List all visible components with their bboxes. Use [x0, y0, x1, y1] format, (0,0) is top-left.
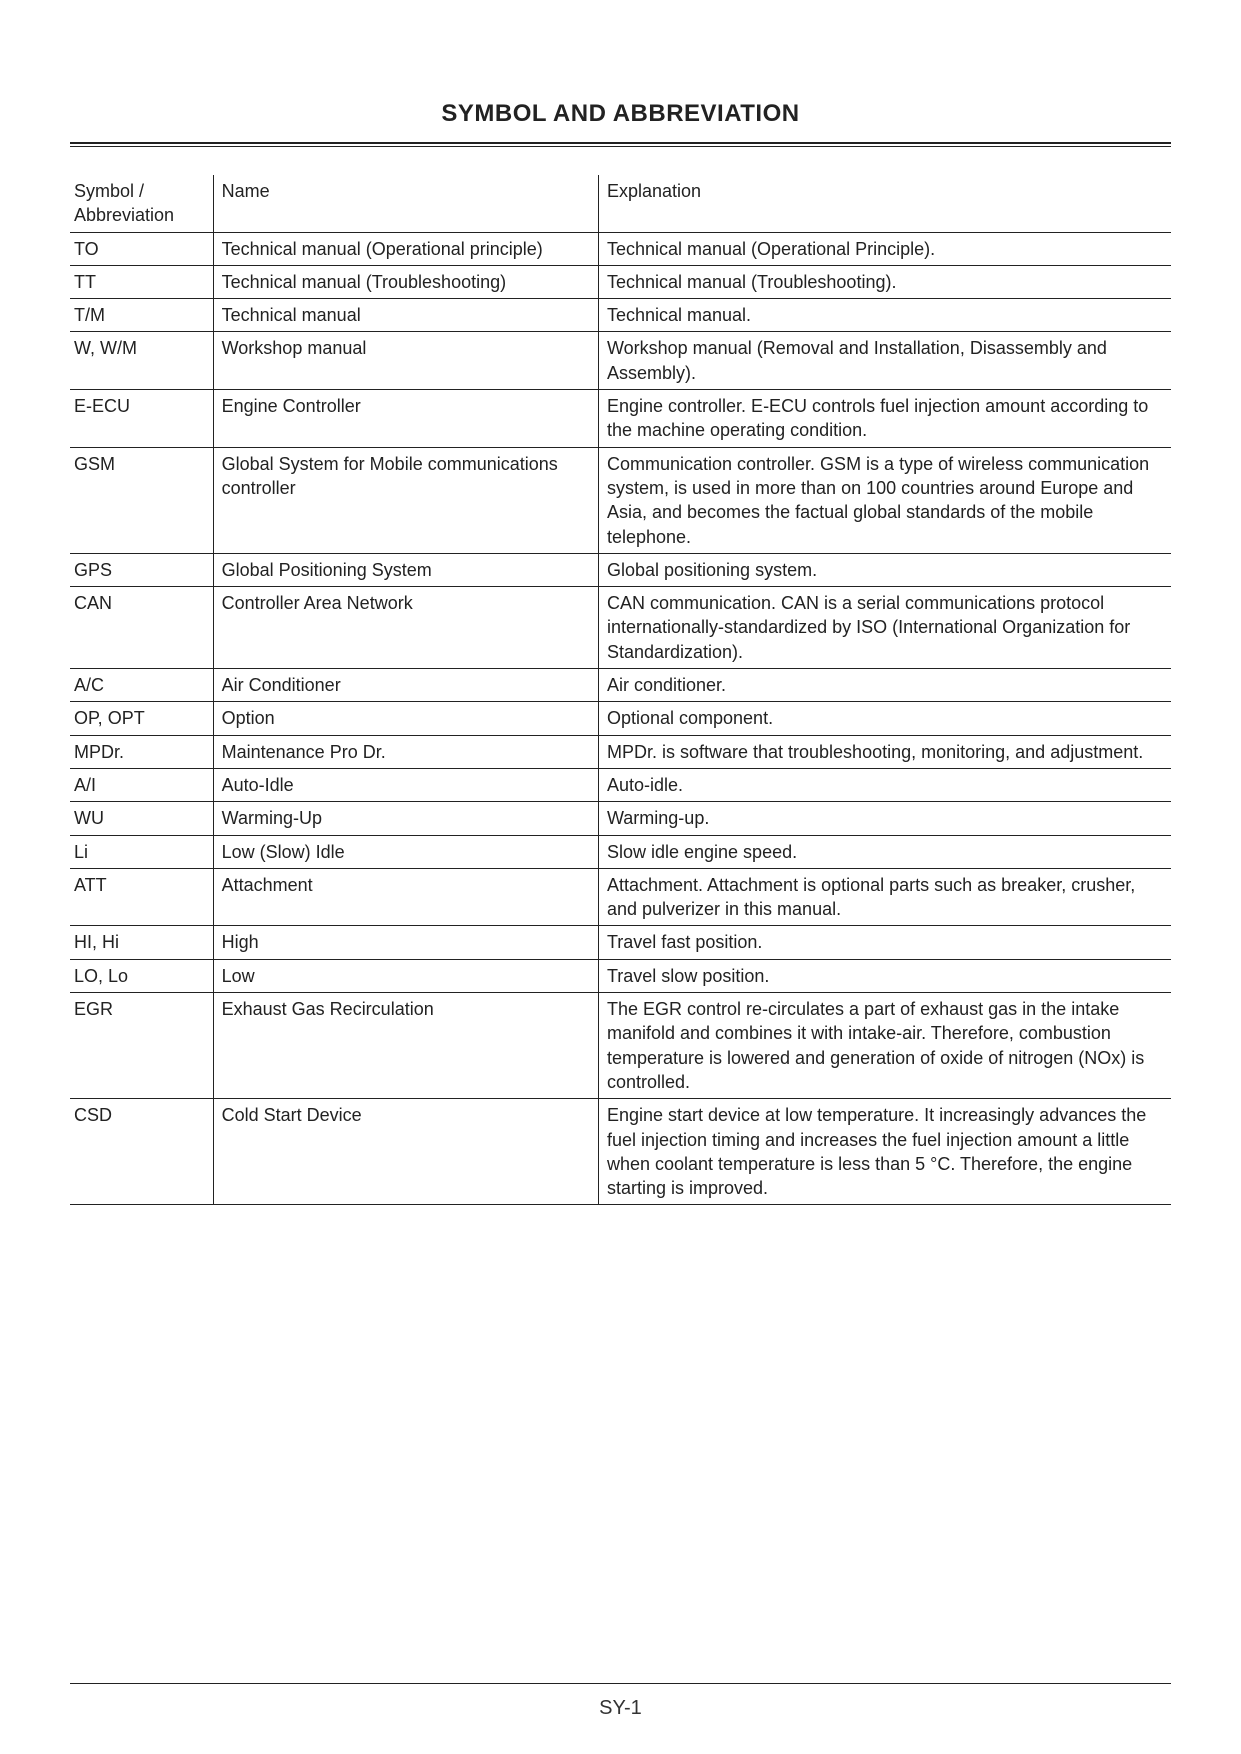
cell-explanation: Auto-idle. — [598, 768, 1171, 801]
cell-explanation: Slow idle engine speed. — [598, 835, 1171, 868]
col-header-explanation: Explanation — [598, 175, 1171, 232]
cell-explanation: Technical manual (Troubleshooting). — [598, 265, 1171, 298]
cell-name: Technical manual (Troubleshooting) — [213, 265, 598, 298]
cell-name: Warming-Up — [213, 802, 598, 835]
cell-name: Air Conditioner — [213, 669, 598, 702]
cell-explanation: Optional component. — [598, 702, 1171, 735]
table-row: LO, LoLowTravel slow position. — [70, 959, 1171, 992]
cell-symbol: HI, Hi — [70, 926, 213, 959]
cell-name: Controller Area Network — [213, 587, 598, 669]
cell-name: Workshop manual — [213, 332, 598, 390]
table-row: MPDr.Maintenance Pro Dr.MPDr. is softwar… — [70, 735, 1171, 768]
table-row: WUWarming-UpWarming-up. — [70, 802, 1171, 835]
cell-name: Technical manual (Operational principle) — [213, 232, 598, 265]
table-row: CSDCold Start DeviceEngine start device … — [70, 1099, 1171, 1205]
cell-name: Low — [213, 959, 598, 992]
cell-symbol: T/M — [70, 299, 213, 332]
cell-name: Global Positioning System — [213, 553, 598, 586]
cell-explanation: Engine start device at low temperature. … — [598, 1099, 1171, 1205]
cell-name: Technical manual — [213, 299, 598, 332]
cell-explanation: Warming-up. — [598, 802, 1171, 835]
cell-explanation: Technical manual. — [598, 299, 1171, 332]
table-row: HI, HiHighTravel fast position. — [70, 926, 1171, 959]
cell-explanation: Communication controller. GSM is a type … — [598, 447, 1171, 553]
cell-symbol: GPS — [70, 553, 213, 586]
cell-name: Cold Start Device — [213, 1099, 598, 1205]
table-row: CANController Area NetworkCAN communicat… — [70, 587, 1171, 669]
col-header-symbol: Symbol / Abbreviation — [70, 175, 213, 232]
abbreviation-table: Symbol / Abbreviation Name Explanation T… — [70, 175, 1171, 1205]
cell-explanation: Workshop manual (Removal and Installatio… — [598, 332, 1171, 390]
cell-name: Maintenance Pro Dr. — [213, 735, 598, 768]
cell-symbol: LO, Lo — [70, 959, 213, 992]
table-row: GSMGlobal System for Mobile communicatio… — [70, 447, 1171, 553]
cell-name: Auto-Idle — [213, 768, 598, 801]
page-number: SY-1 — [0, 1697, 1241, 1720]
cell-symbol: CAN — [70, 587, 213, 669]
table-row: A/IAuto-IdleAuto-idle. — [70, 768, 1171, 801]
cell-symbol: WU — [70, 802, 213, 835]
cell-symbol: A/I — [70, 768, 213, 801]
cell-name: Exhaust Gas Recirculation — [213, 993, 598, 1099]
cell-explanation: CAN communication. CAN is a serial commu… — [598, 587, 1171, 669]
table-row: T/MTechnical manualTechnical manual. — [70, 299, 1171, 332]
cell-explanation: Travel slow position. — [598, 959, 1171, 992]
cell-name: Option — [213, 702, 598, 735]
cell-symbol: ATT — [70, 868, 213, 926]
cell-explanation: Engine controller. E-ECU controls fuel i… — [598, 390, 1171, 448]
table-row: TOTechnical manual (Operational principl… — [70, 232, 1171, 265]
page-title: SYMBOL AND ABBREVIATION — [70, 100, 1171, 128]
page: SYMBOL AND ABBREVIATION Symbol / Abbrevi… — [0, 0, 1241, 1754]
cell-symbol: TO — [70, 232, 213, 265]
cell-name: Global System for Mobile communications … — [213, 447, 598, 553]
cell-symbol: Li — [70, 835, 213, 868]
cell-name: Engine Controller — [213, 390, 598, 448]
table-row: EGRExhaust Gas RecirculationThe EGR cont… — [70, 993, 1171, 1099]
table-row: TTTechnical manual (Troubleshooting)Tech… — [70, 265, 1171, 298]
cell-explanation: The EGR control re-circulates a part of … — [598, 993, 1171, 1099]
footer-rule — [70, 1683, 1171, 1684]
cell-symbol: CSD — [70, 1099, 213, 1205]
cell-name: Attachment — [213, 868, 598, 926]
cell-symbol: TT — [70, 265, 213, 298]
cell-symbol: W, W/M — [70, 332, 213, 390]
cell-explanation: Global positioning system. — [598, 553, 1171, 586]
cell-explanation: Air conditioner. — [598, 669, 1171, 702]
table-row: GPSGlobal Positioning SystemGlobal posit… — [70, 553, 1171, 586]
cell-explanation: MPDr. is software that troubleshooting, … — [598, 735, 1171, 768]
cell-explanation: Travel fast position. — [598, 926, 1171, 959]
cell-symbol: GSM — [70, 447, 213, 553]
cell-name: Low (Slow) Idle — [213, 835, 598, 868]
table-row: E-ECUEngine ControllerEngine controller.… — [70, 390, 1171, 448]
table-header-row: Symbol / Abbreviation Name Explanation — [70, 175, 1171, 232]
table-row: A/CAir ConditionerAir conditioner. — [70, 669, 1171, 702]
table-row: OP, OPTOptionOptional component. — [70, 702, 1171, 735]
col-header-name: Name — [213, 175, 598, 232]
cell-name: High — [213, 926, 598, 959]
cell-symbol: OP, OPT — [70, 702, 213, 735]
title-rule — [70, 142, 1171, 147]
table-row: W, W/MWorkshop manualWorkshop manual (Re… — [70, 332, 1171, 390]
cell-symbol: MPDr. — [70, 735, 213, 768]
table-row: ATTAttachmentAttachment. Attachment is o… — [70, 868, 1171, 926]
cell-symbol: A/C — [70, 669, 213, 702]
table-row: LiLow (Slow) IdleSlow idle engine speed. — [70, 835, 1171, 868]
cell-symbol: EGR — [70, 993, 213, 1099]
cell-symbol: E-ECU — [70, 390, 213, 448]
cell-explanation: Technical manual (Operational Principle)… — [598, 232, 1171, 265]
cell-explanation: Attachment. Attachment is optional parts… — [598, 868, 1171, 926]
